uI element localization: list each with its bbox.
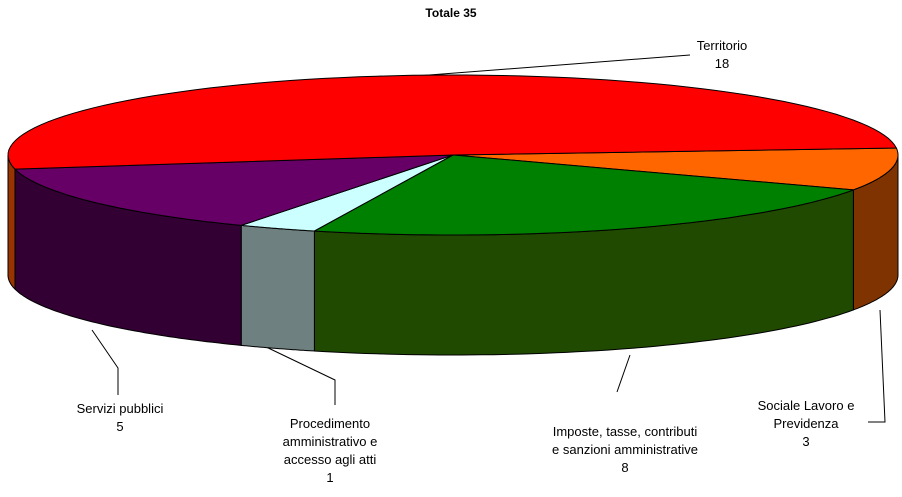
pie-slice	[312, 154, 854, 236]
slice-value: 8	[621, 460, 629, 475]
slice-name: Servizi pubblici	[76, 401, 164, 416]
slice-value: 5	[116, 419, 124, 434]
pie-side	[7, 155, 16, 291]
slice-label: Procedimento amministrativo e accesso ag…	[270, 415, 390, 487]
leader-line	[616, 354, 631, 393]
slice-label: Territorio 18	[652, 37, 792, 73]
pie-side	[240, 224, 315, 352]
slice-value: 18	[714, 56, 730, 71]
leader-line	[868, 309, 886, 423]
slice-name: Imposte, tasse, contributi e sanzioni am…	[552, 424, 698, 457]
leader-line	[91, 329, 119, 395]
slice-value: 3	[802, 434, 810, 449]
slice-name: Procedimento amministrativo e accesso ag…	[282, 416, 378, 467]
leader-lines	[91, 54, 886, 423]
slice-value: 1	[326, 470, 334, 485]
slice-name: Territorio	[696, 38, 748, 53]
slice-name: Sociale Lavoro e Previdenza	[757, 398, 855, 431]
pie-slice	[241, 154, 454, 232]
leader-line	[261, 344, 336, 405]
slice-label: Sociale Lavoro e Previdenza 3	[736, 397, 876, 451]
subtitle: Totale 35	[425, 6, 477, 20]
pie-slice	[452, 147, 899, 191]
pie-slice	[13, 154, 454, 226]
leader-line	[389, 54, 691, 79]
pie-tops	[7, 74, 899, 236]
slice-label: Servizi pubblici 5	[50, 400, 190, 436]
pie-slice	[7, 74, 898, 170]
pie-sides	[7, 155, 899, 356]
slice-label: Imposte, tasse, contributi e sanzioni am…	[550, 423, 700, 477]
